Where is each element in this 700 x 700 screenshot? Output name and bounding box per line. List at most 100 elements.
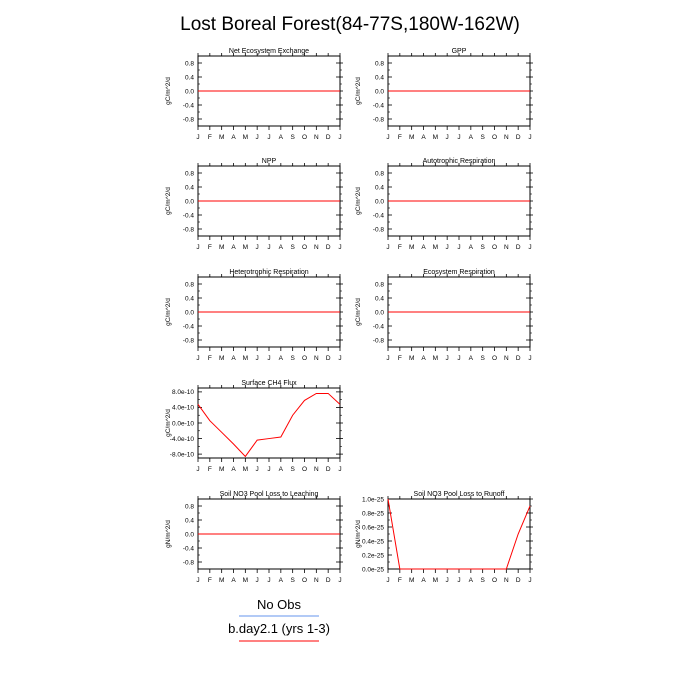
panel-title: Heterotrophic Respiration xyxy=(229,269,308,276)
x-tick-label: A xyxy=(469,134,474,141)
x-tick-label: J xyxy=(196,134,199,141)
x-tick-label: M xyxy=(219,355,224,362)
panel-title: Surface CH4 Flux xyxy=(241,380,297,387)
y-tick-label: 0.0 xyxy=(185,198,194,205)
x-tick-label: D xyxy=(326,355,331,362)
x-tick-label: J xyxy=(457,577,460,584)
y-tick-label: -0.4 xyxy=(373,323,385,330)
y-tick-label: 0.8 xyxy=(185,60,194,67)
x-tick-label: J xyxy=(196,244,199,251)
y-tick-label: 0.0 xyxy=(375,88,384,95)
x-tick-label: M xyxy=(409,355,414,362)
x-tick-label: M xyxy=(433,134,438,141)
x-tick-label: N xyxy=(314,355,319,362)
x-tick-label: S xyxy=(290,134,295,141)
x-tick-label: M xyxy=(243,355,248,362)
x-tick-label: O xyxy=(302,355,307,362)
y-tick-label: 0.4 xyxy=(375,74,384,81)
y-tick-label: -0.4 xyxy=(183,545,195,552)
x-tick-label: J xyxy=(338,134,341,141)
y-tick-label: 0.0 xyxy=(185,309,194,316)
x-tick-label: N xyxy=(504,134,509,141)
y-tick-label: 4.0e-10 xyxy=(172,405,194,412)
x-tick-label: S xyxy=(480,244,485,251)
x-tick-label: J xyxy=(457,134,460,141)
y-tick-label: 1.0e-25 xyxy=(362,496,384,503)
x-tick-label: D xyxy=(326,466,331,473)
panel-title: Net Ecosystem Exchange xyxy=(229,48,309,55)
y-tick-label: -0.8 xyxy=(183,559,195,566)
series-line xyxy=(387,498,531,570)
x-tick-label: F xyxy=(208,466,212,473)
legend-label-no-obs: No Obs xyxy=(257,597,302,612)
x-tick-label: J xyxy=(457,355,460,362)
x-tick-label: M xyxy=(409,577,414,584)
x-tick-label: O xyxy=(302,244,307,251)
x-tick-label: J xyxy=(256,466,259,473)
y-tick-label: 0.4 xyxy=(185,74,194,81)
y-axis-label: gC/m^2/d xyxy=(165,298,172,326)
x-tick-label: F xyxy=(208,134,212,141)
x-tick-label: J xyxy=(446,355,449,362)
y-tick-label: 0.8 xyxy=(375,170,384,177)
x-tick-label: J xyxy=(256,244,259,251)
y-tick-label: 0.8 xyxy=(185,503,194,510)
x-tick-label: J xyxy=(446,134,449,141)
x-tick-label: D xyxy=(516,244,521,251)
y-tick-label: 0.8e-25 xyxy=(362,510,384,517)
panel-title: Soil NO3 Pool Loss to Leaching xyxy=(220,491,319,498)
x-tick-label: A xyxy=(231,466,236,473)
x-tick-label: J xyxy=(256,355,259,362)
x-tick-label: S xyxy=(480,134,485,141)
x-tick-label: J xyxy=(386,244,389,251)
x-tick-label: D xyxy=(326,244,331,251)
panel-9: Soil NO3 Pool Loss to Runoff gN/m^2/d 1.0e… xyxy=(355,491,533,584)
x-tick-label: O xyxy=(492,244,497,251)
y-tick-label: -0.4 xyxy=(373,102,385,109)
y-tick-label: 0.0e-25 xyxy=(362,566,384,573)
y-tick-label: 0.0 xyxy=(375,309,384,316)
y-tick-label: 0.4e-25 xyxy=(362,538,384,545)
legend-label-model: b.day2.1 (yrs 1-3) xyxy=(228,621,330,636)
x-tick-label: M xyxy=(409,134,414,141)
y-tick-label: 0.0 xyxy=(375,198,384,205)
y-tick-label: -0.4 xyxy=(183,323,195,330)
x-tick-label: D xyxy=(326,134,331,141)
y-tick-label: 0.2e-25 xyxy=(362,552,384,559)
x-tick-label: O xyxy=(302,466,307,473)
x-tick-label: S xyxy=(290,466,295,473)
x-tick-label: N xyxy=(314,466,319,473)
y-axis-label: gC/m^2/d xyxy=(165,77,172,105)
panel-6: Ecosystem Respiration gC/m^2/d 0.8 0.4 0.0 -0… xyxy=(355,269,533,362)
y-tick-label: 0.0e-10 xyxy=(172,420,194,427)
x-tick-label: D xyxy=(326,577,331,584)
x-tick-label: J xyxy=(386,355,389,362)
panel-1: Net Ecosystem Exchange gC/m^2/d 0.8 0.4 0.0 -… xyxy=(165,48,343,141)
y-tick-label: 0.0 xyxy=(185,531,194,538)
y-tick-label: 0.4 xyxy=(375,295,384,302)
x-tick-label: F xyxy=(208,244,212,251)
x-tick-label: M xyxy=(409,244,414,251)
x-tick-label: N xyxy=(504,577,509,584)
x-tick-label: F xyxy=(398,577,402,584)
x-tick-label: J xyxy=(196,355,199,362)
x-tick-label: J xyxy=(386,577,389,584)
x-tick-label: N xyxy=(314,577,319,584)
y-tick-label: -0.4 xyxy=(183,212,195,219)
y-axis-label: gC/m^2/d xyxy=(355,187,362,215)
x-tick-label: N xyxy=(314,244,319,251)
x-tick-label: M xyxy=(243,134,248,141)
x-tick-label: A xyxy=(469,577,474,584)
y-tick-label: -0.8 xyxy=(373,337,385,344)
x-tick-label: F xyxy=(398,134,402,141)
y-tick-label: 0.8 xyxy=(375,60,384,67)
x-tick-label: J xyxy=(528,355,531,362)
x-tick-label: A xyxy=(279,577,284,584)
x-tick-label: M xyxy=(433,244,438,251)
x-tick-label: J xyxy=(386,134,389,141)
x-tick-label: J xyxy=(338,244,341,251)
x-tick-label: F xyxy=(208,355,212,362)
y-axis-label: gC/m^2/d xyxy=(355,77,362,105)
